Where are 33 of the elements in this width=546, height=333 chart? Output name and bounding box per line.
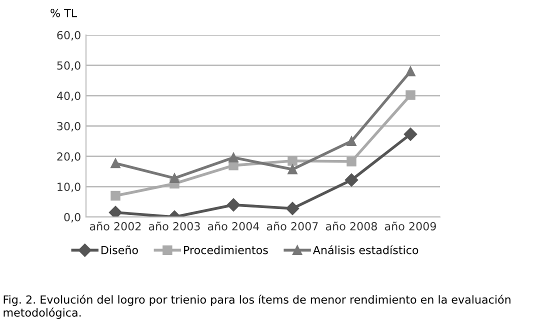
y-axis-title: % TL bbox=[50, 8, 78, 18]
point bbox=[110, 158, 120, 168]
x-tick-label: año 2003 bbox=[148, 222, 200, 230]
point bbox=[110, 190, 120, 201]
point bbox=[288, 156, 298, 166]
point bbox=[108, 206, 122, 217]
point bbox=[226, 198, 240, 212]
y-tick-label: 10,0 bbox=[58, 182, 80, 192]
point bbox=[228, 152, 238, 162]
y-tick-label: 20,0 bbox=[57, 152, 80, 162]
x-tick-label: año 2009 bbox=[384, 222, 436, 230]
point bbox=[404, 128, 418, 141]
point bbox=[346, 156, 356, 166]
point bbox=[346, 136, 356, 146]
caption: Fig. 2. Evolución del logro por trienio para los ítems de menor rendimiento en la evaluación metodológica. bbox=[4, 294, 510, 319]
y-tick-label: 50,0 bbox=[57, 61, 80, 71]
point bbox=[170, 173, 180, 184]
point bbox=[406, 90, 416, 100]
y-tick-label: 40,0 bbox=[56, 92, 80, 102]
y-tick-label: 60,0 bbox=[57, 30, 80, 41]
x-tick-label: año 2008 bbox=[326, 222, 377, 230]
legend-label: Procedimientos bbox=[184, 246, 268, 254]
legend-label: Análisis estadístico bbox=[312, 245, 418, 254]
y-tick-label: 0,0 bbox=[64, 212, 80, 223]
x-tick-label: año 2004 bbox=[208, 222, 260, 230]
y-tick-label: 30,0 bbox=[57, 122, 80, 132]
legend-label: Diseño bbox=[102, 245, 138, 254]
point bbox=[344, 173, 358, 187]
point bbox=[406, 66, 416, 76]
x-tick-label: año 2007 bbox=[266, 222, 318, 230]
point bbox=[286, 202, 300, 216]
x-tick-label: año 2002 bbox=[90, 222, 141, 230]
point bbox=[288, 164, 298, 174]
